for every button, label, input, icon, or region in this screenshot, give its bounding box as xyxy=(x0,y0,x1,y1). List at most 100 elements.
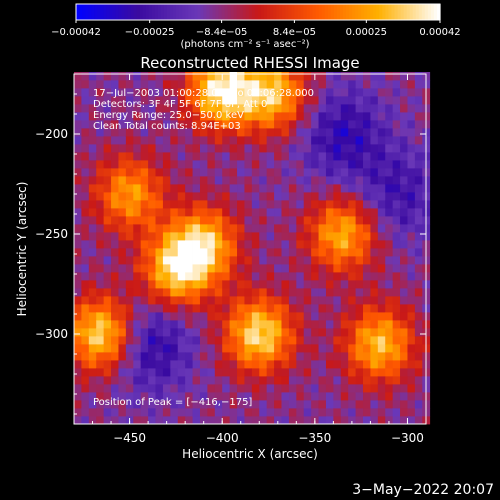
heatmap-cell xyxy=(266,80,275,89)
heatmap-cell xyxy=(377,248,386,257)
heatmap-cell xyxy=(266,112,275,121)
heatmap-cell xyxy=(407,144,416,153)
heatmap-cell xyxy=(96,96,105,105)
heatmap-cell xyxy=(400,376,408,385)
heatmap-cell xyxy=(348,120,356,129)
heatmap-cell xyxy=(96,320,105,329)
heatmap-cell xyxy=(303,200,312,209)
heatmap-cell xyxy=(222,192,231,201)
heatmap-cell xyxy=(214,280,223,289)
heatmap-cell xyxy=(177,160,186,169)
heatmap-cell xyxy=(281,216,290,225)
heatmap-cell xyxy=(288,96,297,105)
heatmap-cell xyxy=(133,384,142,393)
heatmap-cell xyxy=(81,176,90,185)
heatmap-cell xyxy=(274,408,282,417)
heatmap-cell xyxy=(96,280,105,289)
heatmap-cell xyxy=(274,256,282,265)
heatmap-cell xyxy=(199,96,208,105)
colorbar-tick-label: 0.00025 xyxy=(346,27,387,38)
heatmap-cell xyxy=(133,280,142,289)
heatmap-cell xyxy=(288,224,297,233)
heatmap-cell xyxy=(170,168,179,177)
heatmap-cell xyxy=(199,248,208,257)
heatmap-cell xyxy=(125,112,134,121)
heatmap-cell xyxy=(222,160,231,169)
heatmap-cell xyxy=(296,216,305,225)
heatmap-cell xyxy=(363,304,371,313)
heatmap-cell xyxy=(348,256,356,265)
heatmap-cell xyxy=(303,248,312,257)
heatmap-cell xyxy=(281,344,290,353)
heatmap-cell xyxy=(148,360,156,369)
heatmap-cell xyxy=(251,248,260,257)
heatmap-cell xyxy=(392,312,401,321)
heatmap-cell xyxy=(162,360,171,369)
heatmap-cell xyxy=(229,88,238,97)
heatmap-cell xyxy=(229,368,238,377)
heatmap-cell xyxy=(214,360,223,369)
heatmap-cell xyxy=(333,304,342,313)
heatmap-cell xyxy=(133,272,142,281)
heatmap-cell xyxy=(392,96,401,105)
heatmap-cell xyxy=(363,240,371,249)
heatmap-cell xyxy=(340,208,349,217)
heatmap-cell xyxy=(133,232,142,241)
heatmap-cell xyxy=(303,160,312,169)
heatmap-cell xyxy=(192,384,201,393)
heatmap-cell xyxy=(288,264,297,273)
heatmap-cell xyxy=(325,184,334,193)
heatmap-cell xyxy=(392,264,401,273)
heatmap-cell xyxy=(370,400,379,409)
heatmap-cell xyxy=(363,416,371,425)
heatmap-cell xyxy=(148,72,156,81)
colorbar-segment xyxy=(412,4,417,20)
heatmap-cell xyxy=(125,136,134,145)
heatmap-cell xyxy=(340,136,349,145)
heatmap-cell xyxy=(133,304,142,313)
heatmap-cell xyxy=(414,136,423,145)
heatmap-cell xyxy=(177,272,186,281)
heatmap-cell xyxy=(125,200,134,209)
heatmap-cell xyxy=(281,88,290,97)
heatmap-cell xyxy=(385,176,394,185)
heatmap-cell xyxy=(244,160,253,169)
heatmap-cell xyxy=(96,400,105,409)
heatmap-cell xyxy=(311,176,319,185)
heatmap-cell xyxy=(400,112,408,121)
heatmap-cell xyxy=(363,104,371,113)
heatmap-cell xyxy=(103,272,112,281)
colorbar-segment xyxy=(433,4,438,20)
heatmap-cell xyxy=(199,264,208,273)
heatmap-cell xyxy=(377,136,386,145)
heatmap-cell xyxy=(311,128,319,137)
heatmap-cell xyxy=(296,392,305,401)
heatmap-cell xyxy=(407,72,416,81)
heatmap-cell xyxy=(333,136,342,145)
heatmap-cell xyxy=(392,280,401,289)
heatmap-cell xyxy=(222,376,231,385)
heatmap-cell xyxy=(251,216,260,225)
heatmap-cell xyxy=(281,384,290,393)
heatmap-cell xyxy=(214,168,223,177)
heatmap-cell xyxy=(237,176,245,185)
heatmap-cell xyxy=(311,152,319,161)
heatmap-cell xyxy=(281,136,290,145)
heatmap-cell xyxy=(74,344,82,353)
colorbar-segment xyxy=(391,4,396,20)
colorbar-segment xyxy=(130,4,135,20)
heatmap-cell xyxy=(296,256,305,265)
heatmap-cell xyxy=(340,216,349,225)
heatmap-cell xyxy=(385,392,394,401)
heatmap-cell xyxy=(74,128,82,137)
heatmap-cell xyxy=(407,304,416,313)
heatmap-cell xyxy=(266,88,275,97)
heatmap-cell xyxy=(185,224,193,233)
heatmap-cell xyxy=(259,320,268,329)
heatmap-cell xyxy=(103,400,112,409)
heatmap-cell xyxy=(162,80,171,89)
heatmap-cell xyxy=(125,168,134,177)
heatmap-cell xyxy=(229,376,238,385)
heatmap-cell xyxy=(251,344,260,353)
heatmap-cell xyxy=(414,120,423,129)
